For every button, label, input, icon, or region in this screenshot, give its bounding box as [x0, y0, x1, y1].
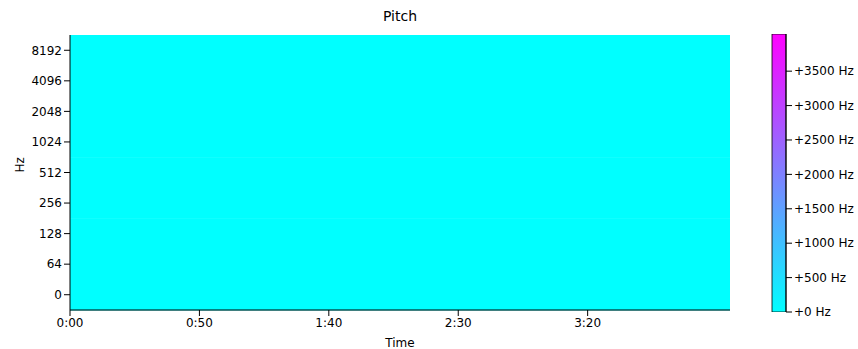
svg-text:0:50: 0:50 [186, 316, 213, 330]
svg-text:8192: 8192 [31, 44, 62, 58]
html-text:Pitch: Pitch [383, 8, 417, 24]
svg-text:512: 512 [39, 166, 62, 180]
svg-text:Time: Time [384, 336, 414, 349]
svg-text:3:20: 3:20 [574, 316, 601, 330]
svg-text:4096: 4096 [31, 74, 62, 88]
svg-text:+1000 Hz: +1000 Hz [794, 236, 854, 250]
svg-text:0:00: 0:00 [57, 316, 84, 330]
svg-text:+0 Hz: +0 Hz [794, 305, 831, 319]
svg-text:2048: 2048 [31, 105, 62, 119]
svg-text:2:30: 2:30 [445, 316, 472, 330]
svg-text:128: 128 [39, 227, 62, 241]
svg-text:0: 0 [54, 288, 62, 302]
svg-text:Hz: Hz [13, 157, 27, 172]
svg-text:1:40: 1:40 [315, 316, 342, 330]
svg-text:+2500 Hz: +2500 Hz [794, 133, 854, 147]
svg-text:256: 256 [39, 196, 62, 210]
svg-text:+2000 Hz: +2000 Hz [794, 168, 854, 182]
svg-text:1024: 1024 [31, 135, 62, 149]
svg-text:+3000 Hz: +3000 Hz [794, 99, 854, 113]
svg-text:+1500 Hz: +1500 Hz [794, 202, 854, 216]
svg-text:+500 Hz: +500 Hz [794, 271, 846, 285]
svg-text:64: 64 [47, 257, 62, 271]
svg-text:+3500 Hz: +3500 Hz [794, 64, 854, 78]
